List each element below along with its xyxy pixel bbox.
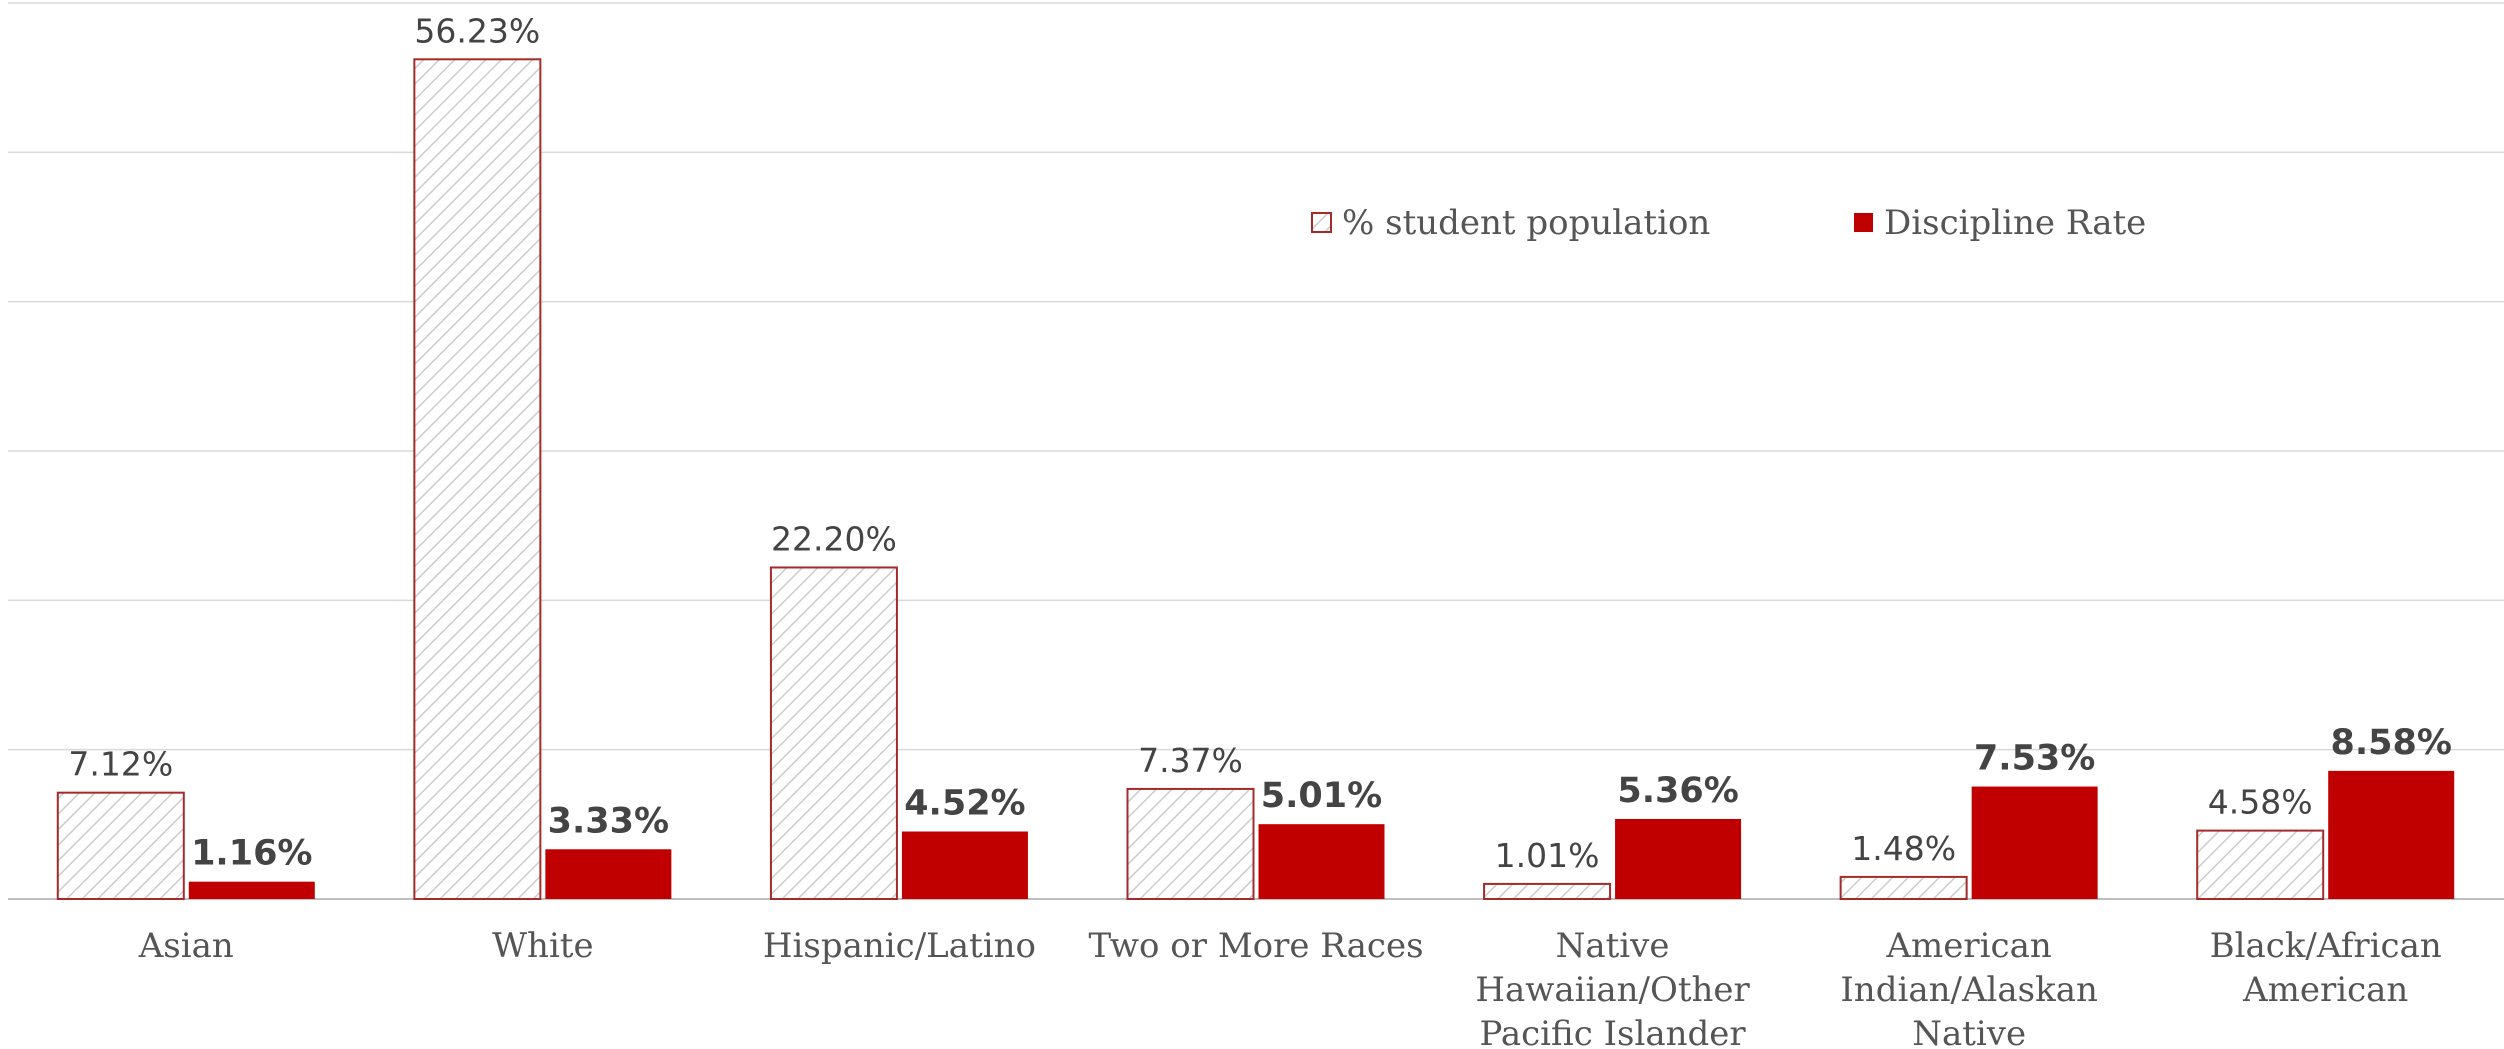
value-label-discipline-1: 3.33% [548, 801, 669, 841]
x-tick-label-1: White [492, 926, 594, 966]
value-label-population-0: 7.12% [68, 745, 173, 784]
value-labels: 7.12% 1.16% 56.23% 3.33% 22.20% 4.52% 7.37% 5.0… [68, 11, 2452, 875]
legend-label-discipline: Discipline Rate [1884, 203, 2146, 243]
x-axis-labels: Asian White Hispanic/Latino Two or More Rac… [138, 926, 2442, 1049]
x-tick-label-5: American Indian/Alaskan Native [1840, 926, 2098, 1049]
bar-discipline-4 [1615, 818, 1742, 899]
value-label-discipline-6: 8.58% [2330, 723, 2451, 763]
value-label-discipline-4: 5.36% [1617, 771, 1738, 811]
bar-population-1 [413, 58, 542, 901]
value-label-discipline-2: 4.52% [904, 784, 1025, 824]
x-tick-label-2: Hispanic/Latino [763, 926, 1036, 966]
x-tick-label-6: Black/African American [2210, 926, 2442, 1010]
gridlines [8, 2, 2504, 900]
bar-discipline-3 [1258, 824, 1385, 899]
bar-population-0 [56, 791, 185, 901]
x-tick-label-0: Asian [138, 926, 234, 966]
bar-population-4 [1483, 882, 1612, 901]
bar-population-3 [1126, 787, 1255, 901]
value-label-population-2: 22.20% [771, 519, 897, 558]
legend-swatch-population [1311, 212, 1332, 233]
value-label-population-5: 1.48% [1851, 829, 1956, 868]
value-label-population-4: 1.01% [1495, 836, 1600, 875]
value-label-discipline-3: 5.01% [1261, 776, 1382, 816]
bar-population-6 [2196, 829, 2325, 901]
bar-population-2 [769, 566, 898, 900]
bar-discipline-1 [545, 849, 672, 899]
value-label-population-3: 7.37% [1138, 741, 1243, 780]
legend: % student population Discipline Rate [1311, 203, 2146, 243]
value-label-population-6: 4.58% [2208, 783, 2313, 822]
x-tick-label-4: Native Hawaiian/Other Pacific Islander [1475, 926, 1750, 1049]
bar-discipline-2 [901, 831, 1028, 899]
bar-population-5 [1839, 875, 1968, 901]
x-tick-label-3: Two or More Races [1088, 926, 1423, 966]
value-label-discipline-5: 7.53% [1974, 739, 2095, 779]
value-label-population-1: 56.23% [414, 11, 540, 50]
bar-discipline-5 [1971, 786, 2098, 899]
bar-discipline-0 [188, 881, 315, 899]
bars [56, 58, 2455, 901]
legend-label-population: % student population [1342, 203, 1710, 243]
bar-discipline-6 [2328, 770, 2455, 899]
legend-swatch-discipline [1854, 213, 1873, 232]
value-label-discipline-0: 1.16% [191, 834, 312, 874]
